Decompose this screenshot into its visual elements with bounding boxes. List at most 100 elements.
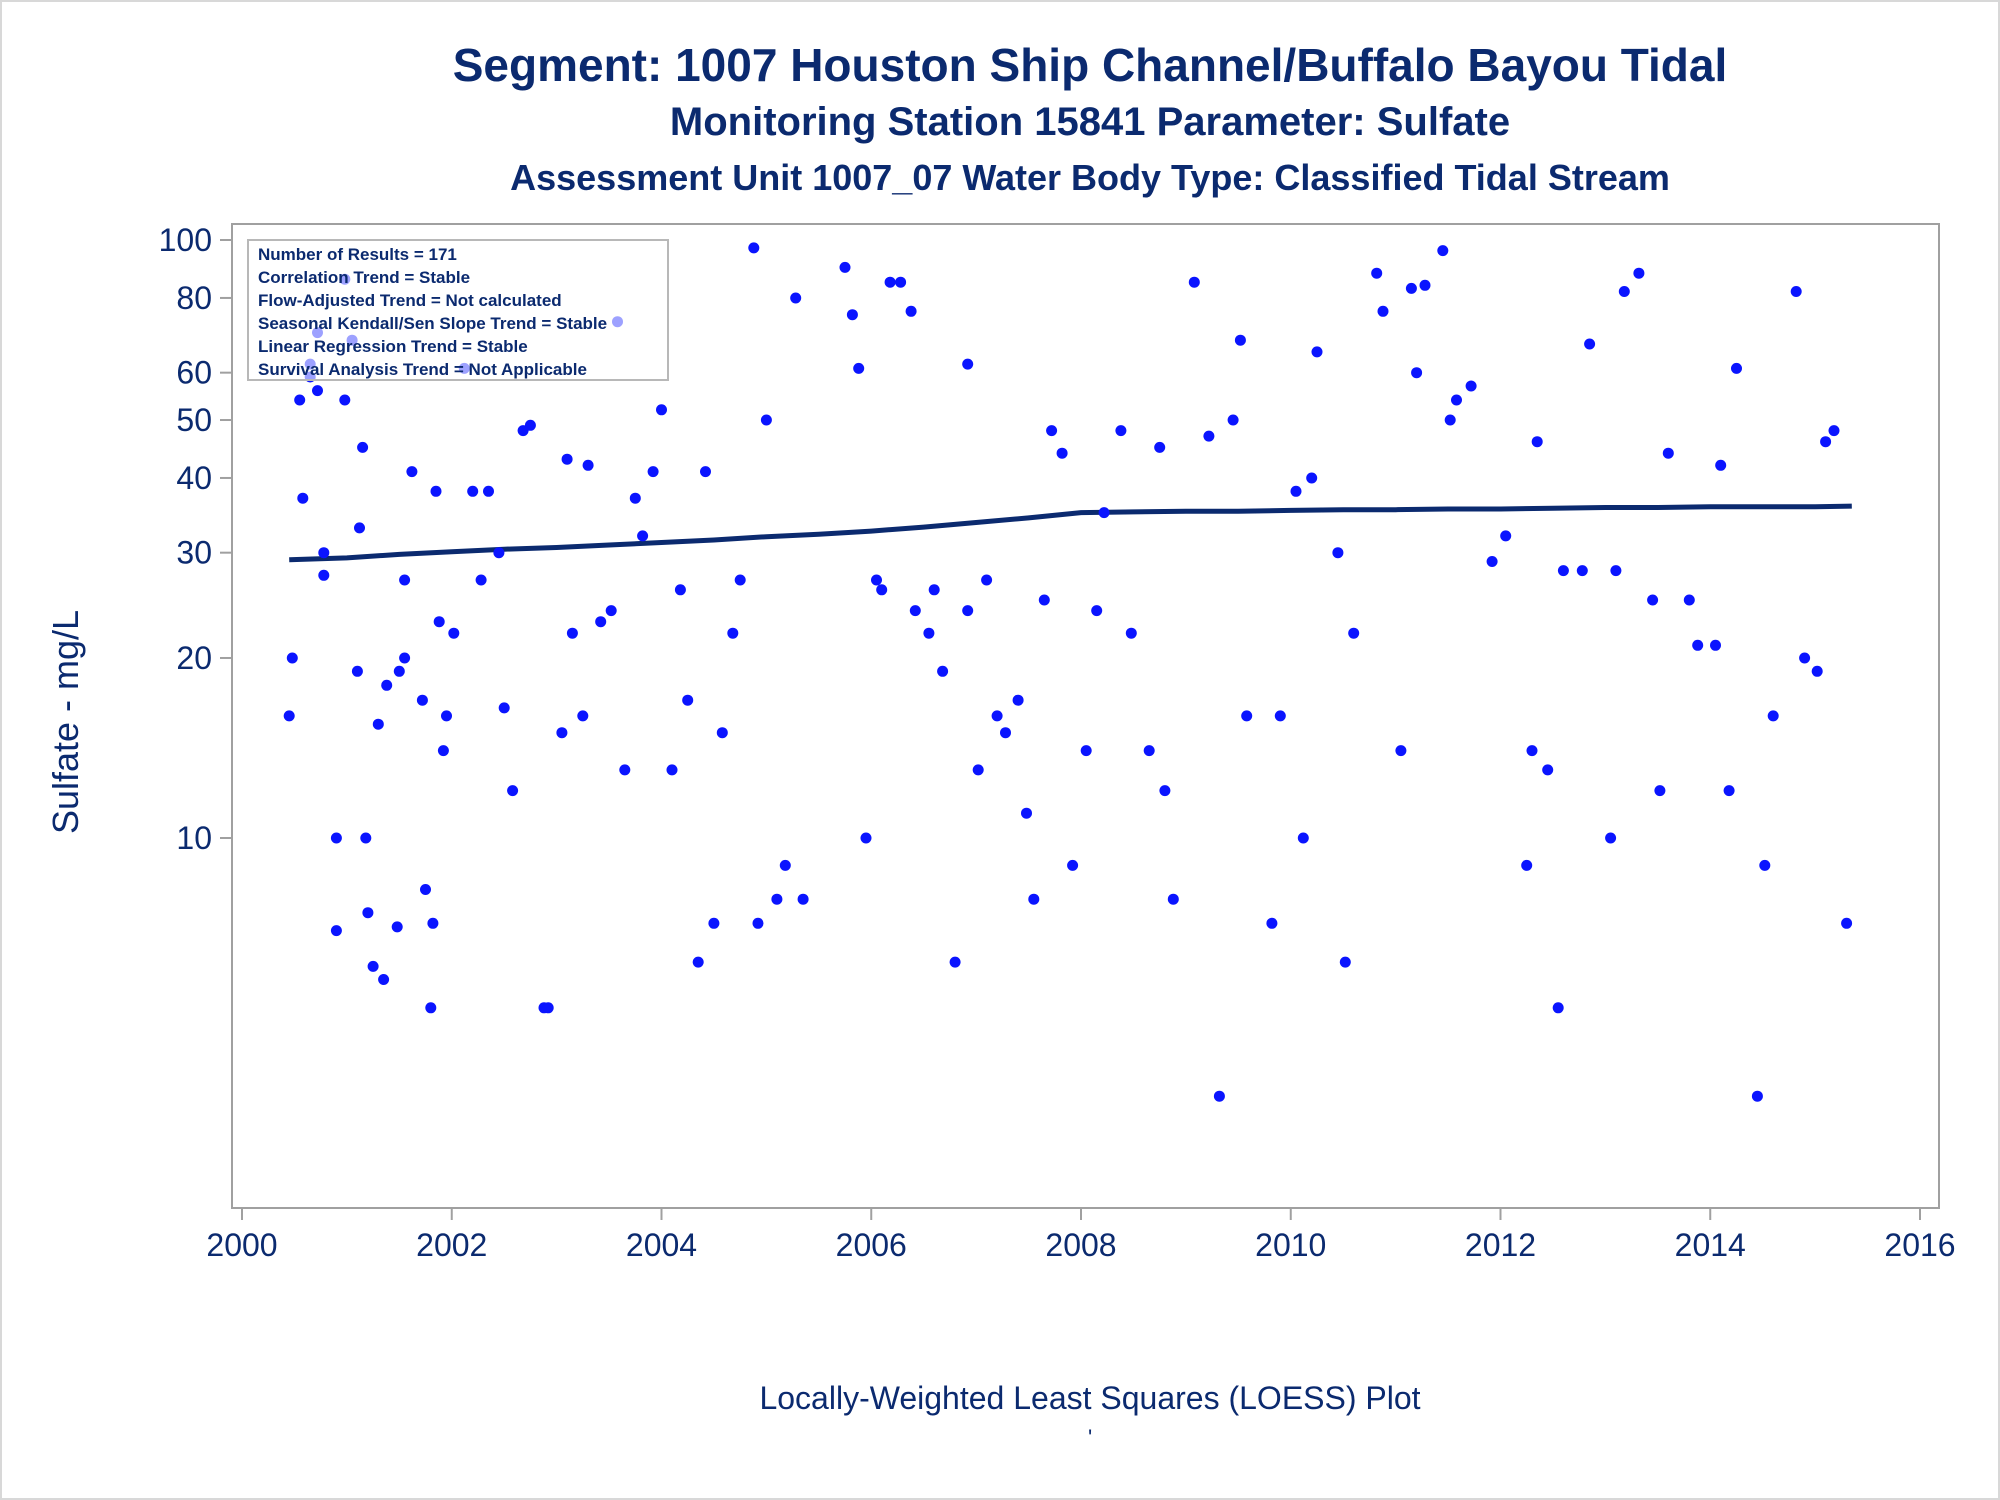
data-point — [448, 627, 460, 639]
data-point — [330, 925, 342, 937]
data-point — [441, 710, 452, 722]
axis-ticks: 2000 2002 2004 2006 2008 2010 2012 2014 2016 10 20… — [159, 222, 1956, 1263]
data-point — [1411, 367, 1423, 379]
data-point — [1526, 745, 1538, 757]
info-box-line: Survival Analysis Trend = Not Applicable — [258, 360, 587, 379]
data-point — [1203, 430, 1215, 442]
trend-line-group — [289, 503, 1852, 563]
data-point — [354, 522, 365, 534]
data-point — [351, 665, 363, 677]
data-point — [416, 694, 428, 706]
data-point — [561, 453, 573, 465]
data-point — [378, 974, 390, 985]
data-point — [507, 785, 519, 797]
data-point — [1723, 785, 1735, 797]
data-point — [1531, 436, 1543, 448]
info-box-line: Number of Results = 171 — [258, 245, 457, 264]
data-point — [1290, 485, 1302, 497]
data-point — [962, 358, 974, 370]
data-point — [433, 616, 445, 628]
data-point — [1080, 745, 1092, 757]
data-point — [1790, 286, 1802, 297]
data-point — [312, 385, 323, 397]
data-point — [582, 459, 594, 471]
data-point — [716, 727, 728, 739]
data-point — [962, 605, 974, 617]
data-point — [1241, 710, 1253, 722]
data-point — [1297, 832, 1309, 844]
data-point — [748, 242, 760, 254]
data-point — [399, 574, 411, 586]
data-point — [425, 1002, 437, 1014]
data-point — [430, 485, 442, 497]
data-point — [1377, 305, 1389, 317]
data-point — [1605, 832, 1617, 844]
data-point — [619, 764, 631, 776]
data-point — [1654, 785, 1666, 797]
data-point — [991, 710, 1003, 722]
data-point — [399, 652, 411, 664]
data-point — [1339, 956, 1351, 968]
data-point — [1451, 394, 1462, 406]
chart-subtitle-2: Assessment Unit 1007_07 Water Body Type:… — [510, 157, 1670, 198]
data-point — [1159, 785, 1171, 797]
data-point — [286, 652, 298, 664]
data-point — [871, 574, 882, 586]
data-point — [1767, 710, 1779, 722]
data-point — [498, 702, 510, 714]
data-point — [846, 309, 858, 321]
info-box-line: Seasonal Kendall/Sen Slope Trend = Stabl… — [258, 314, 607, 333]
data-point — [1710, 639, 1721, 651]
info-box-frame — [247, 239, 669, 381]
data-point — [318, 547, 330, 559]
data-point — [427, 917, 439, 929]
data-point — [876, 584, 888, 596]
x-tick-label: 2012 — [1465, 1227, 1536, 1263]
data-point — [928, 584, 940, 596]
data-point — [666, 764, 678, 776]
data-point — [752, 917, 764, 929]
data-point — [949, 956, 961, 968]
data-point — [1521, 859, 1533, 871]
data-point — [771, 893, 783, 905]
data-point — [283, 710, 295, 722]
x-tick-label: 2016 — [1884, 1227, 1955, 1263]
data-point — [727, 627, 739, 639]
data-point — [330, 832, 342, 844]
footnote-mark: ' — [1088, 1425, 1093, 1450]
data-point — [905, 305, 917, 317]
data-point — [1692, 639, 1704, 651]
info-box-line: Linear Regression Trend = Stable — [258, 337, 528, 356]
data-point — [605, 605, 617, 617]
data-point — [360, 832, 372, 844]
data-point — [493, 547, 505, 559]
y-tick-label: 40 — [176, 460, 212, 496]
data-point — [1115, 425, 1127, 437]
data-point — [708, 917, 720, 929]
data-point — [483, 485, 494, 497]
data-point — [566, 627, 578, 639]
data-point — [339, 394, 351, 406]
data-point — [779, 859, 791, 871]
data-point — [1046, 425, 1058, 437]
data-point — [1841, 917, 1853, 929]
data-point — [760, 414, 772, 426]
data-point — [1486, 556, 1498, 567]
info-box-line: Flow-Adjusted Trend = Not calculated — [258, 291, 562, 310]
data-point — [647, 466, 659, 478]
data-point — [682, 694, 694, 706]
x-tick-label: 2008 — [1045, 1227, 1116, 1263]
x-tick-label: 2006 — [836, 1227, 907, 1263]
info-box-line: Correlation Trend = Stable — [258, 268, 470, 287]
data-point — [1444, 414, 1456, 426]
data-point — [1731, 362, 1742, 374]
data-point — [1266, 917, 1278, 929]
y-tick-label: 60 — [176, 355, 212, 391]
data-point — [972, 764, 984, 776]
data-point — [1143, 745, 1155, 757]
data-point — [1437, 245, 1449, 257]
data-point — [1125, 627, 1137, 639]
data-point — [629, 492, 641, 504]
data-point — [391, 921, 403, 933]
